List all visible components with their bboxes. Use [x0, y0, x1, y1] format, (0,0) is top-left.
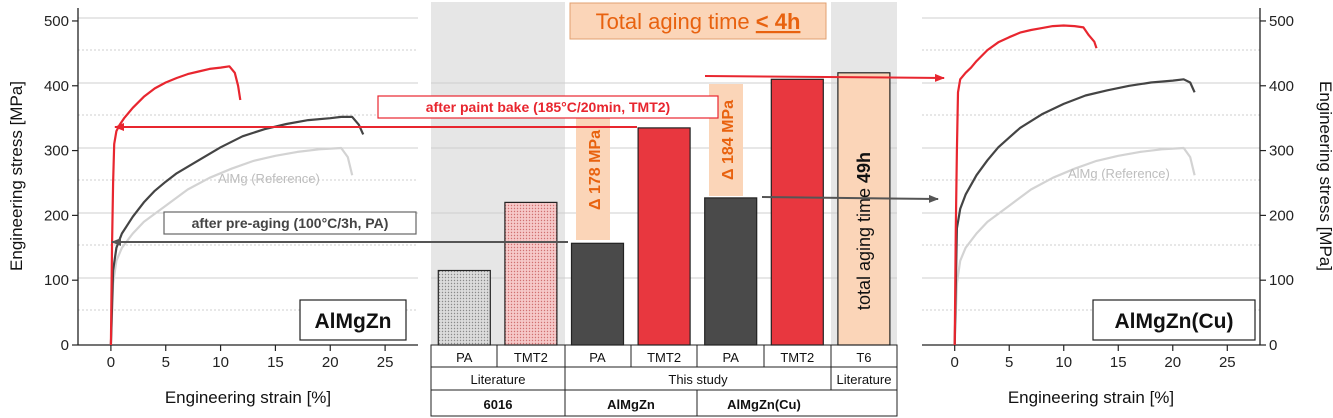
y-tick-label: 400	[1269, 78, 1294, 95]
svg-text:Total aging time: Total aging time < 4h	[596, 9, 801, 34]
bar-6016-tmt2	[504, 201, 558, 346]
bar-almgzn-pa	[570, 242, 625, 346]
title-emphasis: < 4h	[756, 9, 801, 34]
arrows	[111, 73, 945, 246]
svg-text:total aging time: total aging time 49h	[854, 152, 874, 310]
table-state-tmt2: TMT2	[514, 350, 548, 365]
table-state-tmt2: TMT2	[780, 350, 814, 365]
x-tick-label: 0	[951, 354, 959, 371]
tmt2-to-right-arrow	[704, 73, 945, 82]
pre-aging-label: after pre-aging (100°C/3h, PA)	[192, 215, 389, 231]
title-box: Total aging time < 4h	[569, 2, 827, 40]
table-source-this-study: This study	[668, 372, 728, 387]
center-bars	[437, 72, 891, 346]
y-tick-label: 300	[44, 143, 69, 160]
left-y-ticks: 0 100 200 300 400 500	[44, 13, 78, 354]
delta-label-almgzncu: Δ 184 MPa	[720, 100, 737, 180]
y-tick-label: 100	[44, 272, 69, 289]
x-tick-label: 5	[1005, 354, 1013, 371]
x-tick-label: 5	[162, 354, 170, 371]
y-tick-label: 0	[61, 337, 69, 354]
y-tick-label: 400	[44, 78, 69, 95]
y-tick-label: 0	[1269, 337, 1277, 354]
table-source-literature-2: Literature	[837, 372, 892, 387]
pa-to-right-arrow	[761, 194, 939, 203]
delta-box-almgzncu: Δ 184 MPa	[709, 84, 743, 196]
alloy-label-left: AlMgZn	[315, 310, 392, 333]
table-state-pa: PA	[456, 350, 473, 365]
curve-after-paint-bake-185-c-20min-tmt2	[109, 65, 242, 346]
y-tick-label: 100	[1269, 272, 1294, 289]
left-reference-label: AlMg (Reference)	[218, 171, 320, 186]
paint-bake-callout: after paint bake (185°C/20min, TMT2)	[377, 95, 719, 119]
x-tick-label: 0	[107, 354, 115, 371]
delta-label-almgzn: Δ 178 MPa	[587, 130, 604, 210]
left-x-axis-label: Engineering strain [%]	[165, 388, 331, 407]
y-tick-label: 200	[1269, 207, 1294, 224]
curve-after-pre-aging-100-c-3h-pa	[109, 115, 365, 346]
right-y-axis-label: Engineering stress [MPa]	[1316, 81, 1333, 271]
table-state-tmt2: TMT2	[647, 350, 681, 365]
right-panel: 0 100 200 300 400 500 0 5 10 15 20 25 Engineering …	[922, 8, 1333, 407]
left-panel: 0 100 200 300 400 500 0 5 10 15 20 25 Engineering …	[7, 8, 418, 407]
right-x-axis-label: Engineering strain [%]	[1008, 388, 1174, 407]
right-y-ticks: 0 100 200 300 400 500	[1260, 13, 1294, 354]
x-tick-label: 25	[377, 354, 394, 371]
alloy-label-box-right: AlMgZn(Cu)	[1092, 299, 1256, 341]
x-tick-label: 15	[1110, 354, 1127, 371]
pre-aging-callout: after pre-aging (100°C/3h, PA)	[163, 211, 417, 235]
alloy-label-right: AlMgZn(Cu)	[1115, 310, 1234, 333]
right-reference-label: AlMg (Reference)	[1068, 166, 1170, 181]
table-alloy-almgzncu: AlMgZn(Cu)	[727, 397, 801, 412]
delta-box-almgzn: Δ 178 MPa	[576, 100, 610, 240]
bar-6016-pa	[437, 269, 491, 346]
x-tick-label: 20	[322, 354, 339, 371]
right-x-ticks: 0 5 10 15 20 25	[951, 345, 1236, 371]
table-state-pa: PA	[723, 350, 740, 365]
x-tick-label: 15	[267, 354, 284, 371]
x-tick-label: 20	[1164, 354, 1181, 371]
bar-almgzn-cu--pa	[704, 197, 758, 346]
table-state-row: PA TMT2 PA TMT2 PA TMT2 T6	[456, 350, 871, 365]
y-tick-label: 200	[44, 207, 69, 224]
table-state-t6: T6	[856, 350, 871, 365]
x-tick-label: 10	[212, 354, 229, 371]
title-text: Total aging time	[596, 9, 750, 34]
table-state-pa: PA	[589, 350, 606, 365]
left-y-axis-label: Engineering stress [MPa]	[7, 81, 26, 271]
y-tick-label: 300	[1269, 143, 1294, 160]
y-tick-label: 500	[44, 13, 69, 30]
table-alloy-6016: 6016	[484, 397, 513, 412]
bar-almgzn-cu--tmt2	[770, 78, 824, 346]
curve-pa	[953, 78, 1196, 346]
left-curves	[109, 65, 365, 346]
center-panel: Total aging time < 4h Δ 178 MPa Δ 184 MP…	[430, 2, 898, 417]
x-tick-label: 10	[1055, 354, 1072, 371]
right-curves	[953, 24, 1196, 346]
t6-label: total aging time	[854, 188, 874, 310]
curve-tmt2	[953, 24, 1098, 346]
table-alloy-almgzn: AlMgZn	[607, 397, 655, 412]
table-source-literature-1: Literature	[471, 372, 526, 387]
curve-almg-reference	[109, 146, 354, 346]
paint-bake-label: after paint bake (185°C/20min, TMT2)	[426, 99, 670, 115]
left-x-ticks: 0 5 10 15 20 25	[107, 345, 394, 371]
t6-emphasis: 49h	[854, 152, 874, 183]
y-tick-label: 500	[1269, 13, 1294, 30]
category-table	[430, 344, 898, 417]
x-tick-label: 25	[1219, 354, 1236, 371]
bar-literature-t6	[837, 72, 891, 346]
bar-almgzn-tmt2	[637, 127, 691, 346]
curve-almg-reference	[953, 146, 1196, 346]
alloy-label-box-left: AlMgZn	[299, 299, 407, 341]
